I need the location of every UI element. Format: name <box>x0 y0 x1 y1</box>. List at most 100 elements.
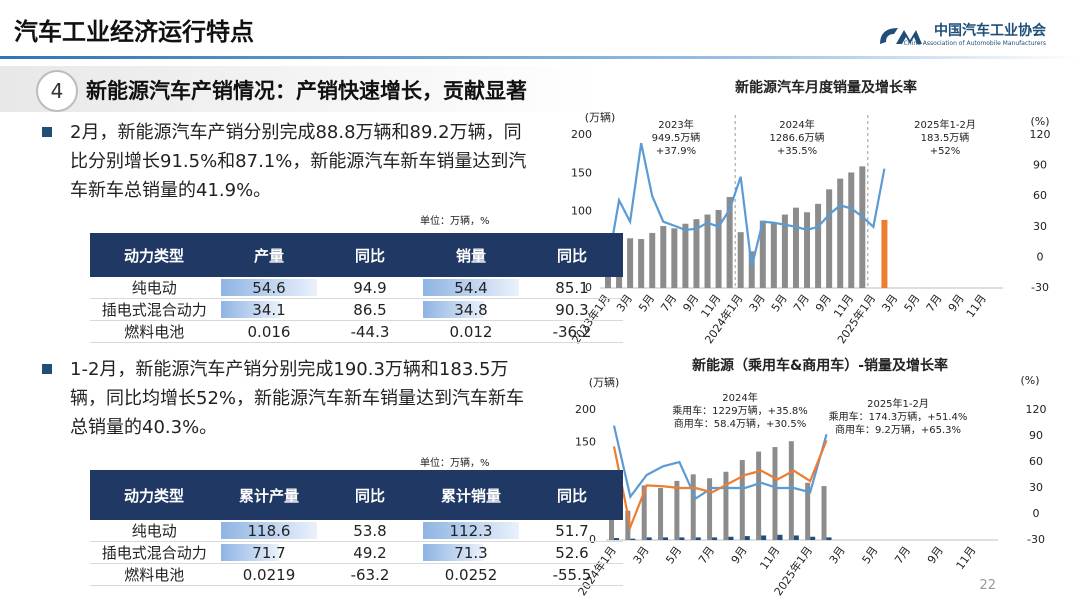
x-tick-label: 5月 <box>663 544 684 566</box>
annotation: 乘用车：1229万辆，+35.8% <box>672 404 808 417</box>
bullet-text: 1-2月，新能源汽车产销分别完成190.3万辆和183.5万辆，同比均增长52%… <box>70 359 525 438</box>
cell-text: 54.4 <box>454 278 488 297</box>
table-cell: 0.012 <box>420 320 522 343</box>
cell-bar <box>220 522 317 539</box>
cell-text: 纯电动 <box>131 279 177 297</box>
bar <box>781 214 788 288</box>
table-row: 纯电动 118.6 53.8 112.3 51.7 <box>90 520 623 542</box>
table-cell: 纯电动 <box>90 520 219 542</box>
cell-text: 85.1 <box>555 278 589 297</box>
cell-text: 118.6 <box>247 521 291 540</box>
table-cell: 53.8 <box>319 520 421 542</box>
y-tick-label: 200 <box>575 403 596 416</box>
x-tick-label: 9月 <box>925 544 946 566</box>
x-tick-label: 5月 <box>636 292 657 314</box>
cell-bar <box>422 544 484 561</box>
bar <box>723 471 729 540</box>
cell-text: -44.3 <box>350 322 390 341</box>
table-cell: 51.7 <box>521 520 623 542</box>
table-cell: 0.016 <box>218 320 320 343</box>
y2-tick-label: 90 <box>1029 429 1043 442</box>
x-tick-label: 7月 <box>696 544 717 566</box>
bar <box>837 178 844 288</box>
table-cell: 54.6 <box>218 277 320 299</box>
bar <box>759 220 766 288</box>
column-header: 累计销量 <box>420 470 522 520</box>
table-cell: 0.0252 <box>420 563 522 586</box>
bar <box>792 207 799 288</box>
data-table: 动力类型 累计产量 同比 累计销量 同比 纯电动 118.6 53.8 112.3 51.7 插电式… <box>90 470 623 586</box>
bar <box>660 226 667 288</box>
org-name-en: China Association of Automobile Manufact… <box>903 40 1046 47</box>
cell-text: 71.7 <box>252 543 286 562</box>
bar <box>737 232 744 288</box>
column-header: 同比 <box>319 233 421 277</box>
y2-tick-label: 120 <box>1026 403 1047 416</box>
line-series <box>606 142 886 267</box>
y2-tick-label: 90 <box>1033 159 1047 172</box>
bar <box>674 480 680 540</box>
bullet: 1-2月，新能源汽车产销分别完成190.3万辆和183.5万辆，同比均增长52%… <box>42 355 539 442</box>
bar <box>804 212 811 288</box>
annotation: 2023年 <box>658 118 693 131</box>
table-cell: 34.8 <box>420 298 522 321</box>
cell-bar <box>422 522 519 539</box>
annotation: 2025年1-2月 <box>914 118 976 131</box>
x-tick-label: 3月 <box>631 544 652 566</box>
bar <box>728 536 734 540</box>
table-cell: -44.3 <box>319 320 421 343</box>
table-cell: -63.2 <box>319 563 421 586</box>
bar <box>788 441 794 540</box>
table-cell: 54.4 <box>420 277 522 299</box>
page-number: 22 <box>979 578 996 593</box>
bar <box>712 537 718 540</box>
table-cell: 纯电动 <box>90 277 219 299</box>
bar <box>663 537 669 540</box>
y2-tick-label: 60 <box>1033 189 1047 202</box>
x-tick-label: 9月 <box>680 292 701 314</box>
cell-text: 0.016 <box>247 322 291 341</box>
bar <box>679 537 685 540</box>
cell-bar <box>422 301 484 318</box>
y-axis-label: (万辆) <box>585 110 616 124</box>
y2-axis-label: (%) <box>1020 374 1039 387</box>
table-cell: 112.3 <box>420 520 522 542</box>
bar <box>641 485 647 540</box>
bar <box>682 223 689 288</box>
table-cell: 71.7 <box>218 541 320 564</box>
annotation: +52% <box>930 146 961 157</box>
column-header: 产量 <box>218 233 320 277</box>
column-header: 累计产量 <box>218 470 320 520</box>
annotation: 商用车：9.2万辆，+65.3% <box>835 423 961 436</box>
x-tick-label: 5月 <box>902 292 923 314</box>
x-tick-label: 5月 <box>860 544 881 566</box>
table-cell: -55.5 <box>521 563 623 586</box>
y-tick-label: 200 <box>571 128 592 141</box>
y2-tick-label: 30 <box>1033 220 1047 233</box>
table-cell: 52.6 <box>521 541 623 564</box>
x-tick-label: 7月 <box>658 292 679 314</box>
annotation: 1286.6万辆 <box>770 131 825 144</box>
table-row: 插电式混合动力 34.1 86.5 34.8 90.3 <box>90 298 623 321</box>
table-unit: 单位：万辆，% <box>420 216 490 227</box>
annotation: 2024年 <box>722 391 757 404</box>
annotation: +35.5% <box>777 146 817 157</box>
column-header: 动力类型 <box>90 233 219 277</box>
column-header: 销量 <box>420 233 522 277</box>
header-row: 动力类型 产量 同比 销量 同比 <box>90 233 623 277</box>
x-tick-label: 11月 <box>954 544 979 572</box>
table-unit: 单位：万辆，% <box>420 458 490 469</box>
y2-tick-label: -30 <box>1027 533 1045 546</box>
bar <box>707 478 713 540</box>
bar <box>848 172 855 288</box>
x-tick-label: 5月 <box>769 292 790 314</box>
table-row: 插电式混合动力 71.7 49.2 71.3 52.6 <box>90 541 623 564</box>
bar <box>793 535 799 540</box>
cell-text: 0.0219 <box>242 565 296 584</box>
table-cell: 94.9 <box>319 277 421 299</box>
cell-text: 51.7 <box>555 521 589 540</box>
bar <box>649 232 656 288</box>
line-series <box>612 439 828 531</box>
